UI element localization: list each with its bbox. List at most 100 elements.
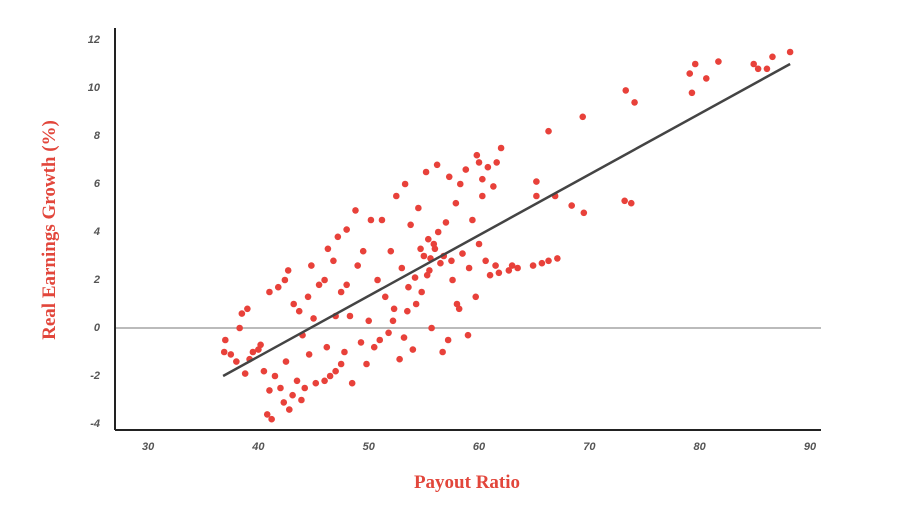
point	[691, 60, 699, 68]
point	[492, 262, 499, 269]
point	[627, 199, 635, 207]
point	[497, 144, 505, 152]
point	[631, 99, 638, 106]
point	[220, 348, 228, 356]
point	[423, 271, 431, 279]
point	[763, 65, 771, 73]
point	[337, 360, 345, 368]
y-tick-label: -4	[90, 418, 100, 430]
point	[580, 209, 588, 217]
point	[354, 262, 361, 269]
point	[337, 288, 345, 296]
point	[387, 247, 395, 255]
point	[545, 257, 552, 265]
point	[437, 259, 444, 267]
point	[348, 379, 356, 387]
point	[545, 127, 552, 135]
point	[396, 355, 403, 363]
point	[442, 219, 450, 226]
point	[409, 346, 417, 353]
point	[434, 228, 442, 236]
point	[449, 276, 456, 284]
point	[293, 377, 301, 385]
point	[786, 48, 794, 56]
y-tick-label: 8	[94, 130, 101, 142]
point	[686, 70, 694, 77]
point	[295, 307, 303, 315]
point	[268, 415, 275, 423]
point	[486, 271, 494, 279]
point	[554, 255, 561, 262]
point	[381, 293, 389, 301]
point	[433, 161, 441, 169]
point	[274, 283, 282, 291]
x-tick-label: 50	[363, 441, 376, 453]
point	[282, 358, 290, 365]
point	[568, 202, 575, 209]
point	[341, 348, 348, 356]
point	[227, 351, 235, 358]
point	[622, 87, 630, 94]
point	[266, 387, 273, 394]
point	[420, 252, 428, 260]
point	[448, 257, 455, 265]
point	[505, 267, 513, 274]
point	[444, 336, 452, 344]
point	[479, 175, 486, 183]
point	[285, 406, 293, 413]
point	[363, 360, 370, 368]
point	[405, 283, 412, 291]
point	[702, 75, 710, 82]
point	[359, 247, 367, 255]
point	[445, 173, 453, 181]
point	[346, 312, 354, 320]
point	[343, 281, 350, 289]
point	[271, 372, 279, 380]
point	[378, 216, 386, 224]
point	[304, 293, 312, 301]
point	[308, 262, 315, 269]
point	[389, 317, 397, 325]
point	[473, 151, 481, 159]
point	[323, 343, 331, 351]
point	[533, 192, 540, 200]
point	[260, 367, 268, 375]
point	[422, 168, 430, 176]
point	[412, 300, 420, 308]
point	[514, 264, 521, 272]
point	[508, 262, 516, 269]
point	[754, 65, 762, 73]
point	[233, 358, 240, 365]
point	[424, 235, 432, 243]
point	[332, 367, 339, 375]
point	[453, 300, 461, 308]
point	[418, 288, 425, 296]
point	[495, 269, 503, 277]
trend-line	[222, 62, 791, 378]
point	[357, 339, 365, 346]
point	[465, 264, 473, 272]
point	[769, 53, 776, 61]
point	[490, 183, 497, 190]
x-tick-label: 90	[804, 441, 817, 453]
point	[401, 180, 409, 188]
point	[428, 324, 435, 332]
point	[385, 329, 392, 337]
point	[439, 348, 446, 356]
point	[266, 288, 273, 296]
point	[255, 346, 262, 353]
point	[315, 281, 323, 289]
point	[324, 245, 332, 253]
point	[482, 257, 489, 265]
point	[301, 384, 309, 392]
point	[376, 336, 384, 344]
point	[305, 351, 313, 358]
point	[475, 159, 483, 166]
point	[390, 305, 398, 313]
point	[321, 377, 328, 385]
point	[411, 274, 419, 281]
point	[475, 240, 483, 248]
x-axis-title: Payout Ratio	[414, 472, 520, 493]
point	[289, 391, 296, 399]
